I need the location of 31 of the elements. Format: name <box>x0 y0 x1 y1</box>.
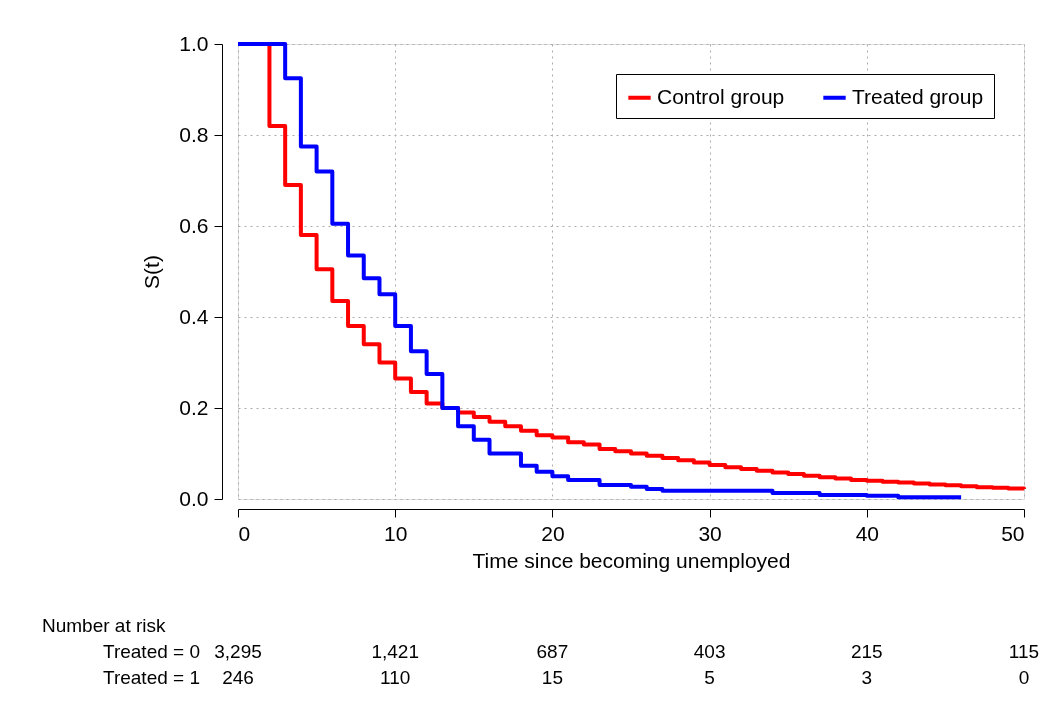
x-tick-label: 20 <box>541 521 565 545</box>
text: 1,421 <box>371 641 419 662</box>
text: 403 <box>693 641 726 662</box>
text: 115 <box>1008 641 1040 662</box>
y-tick-label: 0.0 <box>179 486 209 510</box>
x-axis-title: Time since becoming unemployed <box>472 548 791 572</box>
text: 3,295 <box>214 641 262 662</box>
legend-label: Treated group <box>852 84 984 108</box>
text: Number at risk <box>42 615 167 636</box>
y-tick-label: 1.0 <box>179 31 209 55</box>
x-tick-label: 40 <box>855 521 879 545</box>
text: 687 <box>536 641 569 662</box>
x-tick-label: 10 <box>384 521 408 545</box>
y-axis-title: S(t) <box>140 255 164 289</box>
text: Treated = 0 <box>103 641 200 662</box>
text: 246 <box>222 667 254 688</box>
text: 15 <box>541 667 563 688</box>
text: 0 <box>1018 667 1030 688</box>
y-tick-label: 0.6 <box>179 213 209 237</box>
y-tick-label: 0.4 <box>179 304 209 328</box>
x-tick-label: 30 <box>698 521 722 545</box>
text: 215 <box>850 641 883 662</box>
text: Treated = 1 <box>103 667 200 688</box>
y-tick-label: 0.2 <box>179 395 209 419</box>
text: 5 <box>704 667 715 688</box>
x-tick-label: 0 <box>238 521 251 545</box>
x-tick-label: 50 <box>1001 521 1025 545</box>
text: 3 <box>861 667 873 688</box>
legend-label: Control group <box>657 84 785 108</box>
text: 110 <box>380 667 411 688</box>
y-tick-label: 0.8 <box>179 122 209 146</box>
